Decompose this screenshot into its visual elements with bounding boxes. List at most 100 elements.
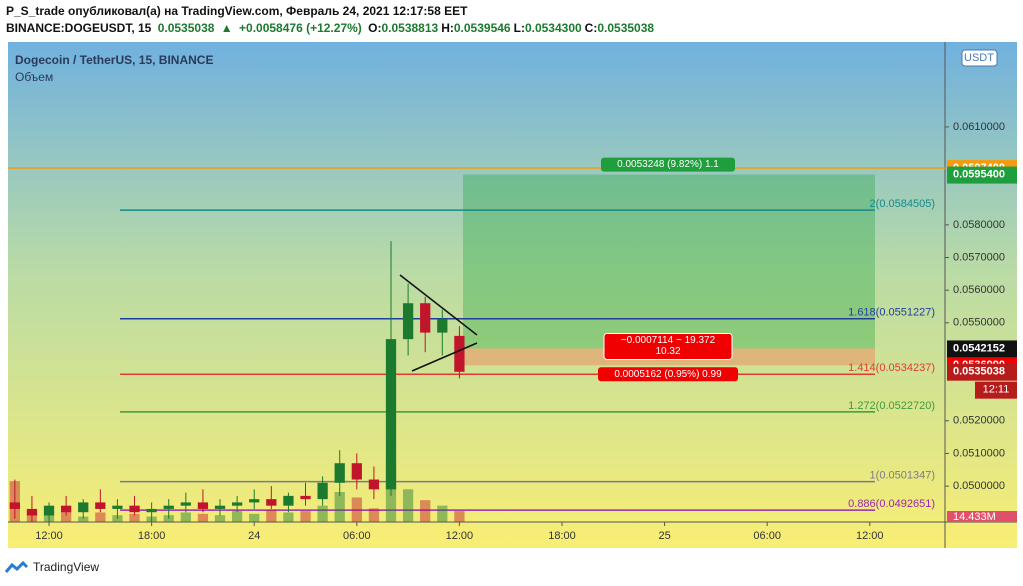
- y-tick-label: 0.0550000: [953, 317, 1005, 329]
- fib-label: 1.618(0.0551227): [848, 307, 935, 319]
- price-mark-box: [947, 166, 1017, 184]
- candle-body: [249, 499, 260, 503]
- candle-body: [402, 303, 414, 340]
- ohlc-value: 0.0535038: [597, 21, 655, 35]
- x-tick-label: 12:00: [35, 530, 63, 542]
- fib-label: 0.886(0.0492651): [848, 498, 935, 510]
- volume-bar: [61, 511, 72, 522]
- risk-box: [603, 332, 733, 360]
- candle-body: [231, 502, 243, 506]
- ohlc-label: O:: [368, 21, 382, 35]
- volume-bar: [214, 515, 226, 522]
- candle-body: [197, 502, 209, 509]
- volume-bar: [437, 505, 448, 522]
- volume-bar: [231, 511, 243, 522]
- candle-body: [300, 495, 311, 500]
- ohlc-label: C:: [584, 21, 598, 35]
- candle-body: [437, 319, 448, 333]
- candle-body: [163, 505, 174, 509]
- publisher: P_S_trade опубликовал(а) на TradingView.…: [6, 4, 468, 18]
- fib-label: 1(0.0501347): [870, 470, 935, 482]
- volume-title: Объем: [15, 70, 53, 84]
- triangle-lower: [411, 342, 478, 372]
- countdown: 12:11: [983, 384, 1010, 396]
- y-tick-label: 0.0570000: [953, 251, 1005, 263]
- brand: TradingView: [33, 560, 99, 574]
- candle-body: [180, 502, 191, 506]
- symbol: BINANCE:DOGEUSDT, 15: [6, 21, 152, 35]
- fib-label: 1.272(0.0522720): [848, 400, 935, 412]
- stop-label: 0.0005162 (0.95%) 0.99: [614, 369, 722, 380]
- volume-mark: 14.433M: [953, 511, 996, 523]
- target-label: 0.0053248 (9.82%) 1.1: [617, 159, 719, 170]
- change: +0.0058476 (+12.27%): [239, 21, 362, 35]
- candle-body: [334, 463, 345, 483]
- x-tick-label: 24: [248, 530, 260, 542]
- arrow: ▲: [220, 21, 233, 35]
- x-tick-label: 18:00: [548, 530, 576, 542]
- y-tick-label: 0.0510000: [953, 447, 1005, 459]
- candle-body: [78, 502, 89, 513]
- volume-bar: [454, 511, 465, 522]
- x-tick-label: 18:00: [138, 530, 166, 542]
- price-mark-label: 0.0542152: [953, 342, 1005, 354]
- profit-zone: [463, 174, 875, 349]
- volume-bar: [95, 512, 106, 522]
- ohlc-value: 0.0534300: [524, 21, 582, 35]
- y-tick-label: 0.0520000: [953, 415, 1005, 427]
- candle-body: [61, 505, 72, 513]
- candle-body: [43, 505, 55, 516]
- y-tick-label: 0.0610000: [953, 121, 1005, 133]
- price-mark-label: 0.0535038: [953, 366, 1005, 378]
- volume-bar: [283, 512, 294, 522]
- candle-body: [214, 505, 226, 509]
- x-tick-label: 12:00: [856, 530, 884, 542]
- volume-bar: [334, 492, 345, 522]
- last-price: 0.0535038: [157, 21, 215, 35]
- volume-bar: [317, 505, 328, 522]
- candle-body: [420, 303, 431, 333]
- x-tick-label: 25: [658, 530, 670, 542]
- currency-box[interactable]: [961, 49, 998, 67]
- candle-body: [26, 508, 38, 516]
- volume-bar: [249, 513, 260, 522]
- price-mark-box: [947, 363, 1017, 381]
- candle-body: [454, 335, 465, 372]
- candle-body: [112, 505, 123, 509]
- candle-body: [351, 463, 362, 480]
- candle-body: [9, 502, 20, 509]
- volume-bar: [420, 500, 431, 522]
- x-tick-label: 06:00: [343, 530, 371, 542]
- ohlc-label: H:: [441, 21, 454, 35]
- volume-bar: [129, 513, 140, 522]
- ohlc-value: 0.0539546: [453, 21, 511, 35]
- volume-bar: [351, 497, 362, 522]
- volume-bar: [402, 489, 414, 522]
- x-tick-label: 06:00: [753, 530, 781, 542]
- footer-logo: [4, 560, 29, 573]
- ohlc-value: 0.0538813: [381, 21, 439, 35]
- y-tick-label: 0.0500000: [953, 480, 1005, 492]
- volume-bar: [78, 516, 89, 522]
- price-mark-label: 0.0595400: [953, 168, 1005, 180]
- ohlc-label: L:: [513, 21, 525, 35]
- risk-label: −0.0007114 ~ 19.372: [621, 335, 716, 346]
- candle-body: [317, 482, 328, 500]
- ohlc: O:0.0538813 H:0.0539546 L:0.0534300 C:0.053…: [368, 21, 657, 35]
- stop-label-box: [598, 367, 738, 382]
- triangle-upper: [399, 274, 478, 336]
- volume-bar: [368, 508, 380, 522]
- candle-body: [266, 499, 277, 506]
- volume-bar: [197, 513, 209, 522]
- chart-title: Dogecoin / TetherUS, 15, BINANCE: [15, 53, 213, 67]
- y-tick-label: 0.0560000: [953, 284, 1005, 296]
- price-mark-box: [947, 340, 1017, 358]
- chart-background: [8, 42, 1017, 548]
- candle-body: [368, 479, 380, 490]
- candle-body: [129, 505, 140, 513]
- currency: USDT: [964, 52, 994, 64]
- fib-label: 1.414(0.0534237): [848, 362, 935, 374]
- quote: BINANCE:DOGEUSDT, 15 0.0535038 ▲ +0.0058…: [6, 21, 660, 35]
